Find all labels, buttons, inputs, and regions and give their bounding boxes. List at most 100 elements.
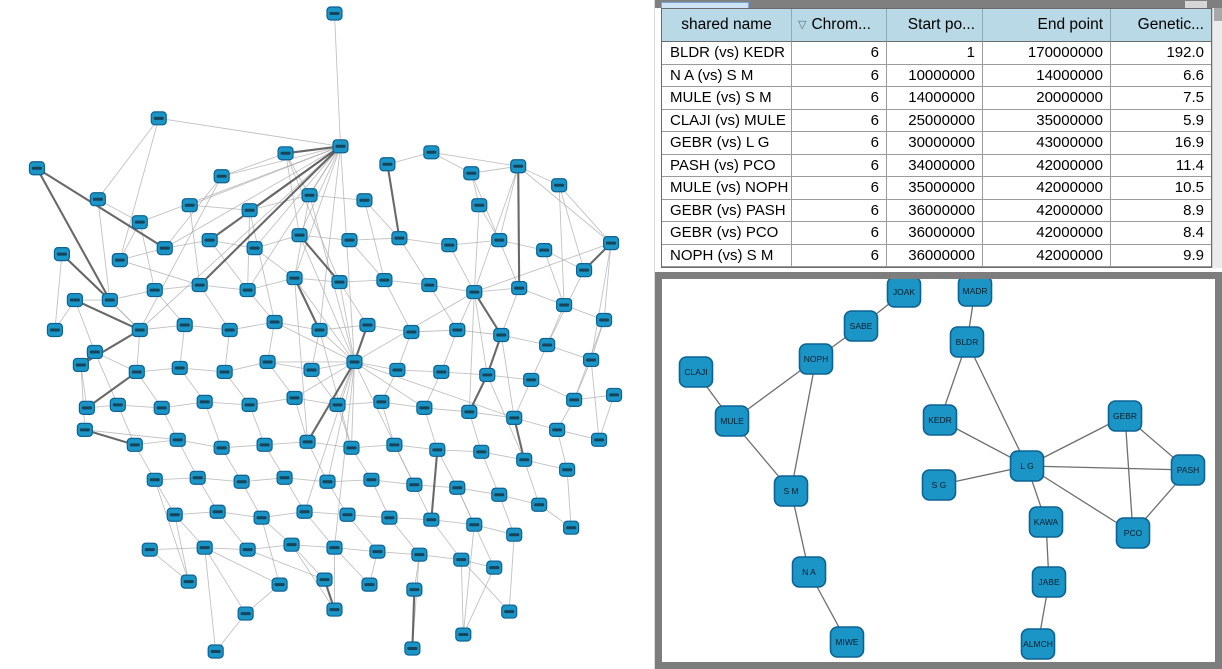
network-node[interactable]	[76, 422, 93, 437]
cell-value[interactable]: 42000000	[983, 222, 1111, 245]
network-node[interactable]	[216, 364, 233, 380]
network-node[interactable]	[166, 507, 183, 522]
network-node[interactable]	[411, 547, 428, 562]
network-node[interactable]	[523, 372, 540, 388]
network-node[interactable]	[277, 146, 294, 161]
network-node[interactable]	[429, 442, 446, 457]
network-node[interactable]	[453, 552, 470, 567]
network-node[interactable]	[466, 517, 483, 532]
network-node[interactable]	[126, 437, 143, 452]
network-node[interactable]	[213, 440, 230, 455]
network-node[interactable]	[213, 169, 230, 184]
cell-shared-name[interactable]: GEBR (vs) L G	[662, 132, 792, 155]
network-node[interactable]	[373, 394, 390, 409]
node-LG[interactable]: L G	[1009, 450, 1045, 482]
node-NA[interactable]: N A	[791, 556, 827, 588]
network-node[interactable]	[331, 274, 348, 290]
cell-value[interactable]: 8.4	[1111, 222, 1211, 245]
node-PCO[interactable]: PCO	[1115, 517, 1151, 549]
network-node[interactable]	[341, 233, 358, 248]
network-node[interactable]	[566, 392, 583, 407]
network-node[interactable]	[319, 474, 336, 489]
network-node[interactable]	[128, 364, 145, 380]
scrollbar-thumb[interactable]	[1214, 8, 1222, 21]
table-row[interactable]: GEBR (vs) PASH 6 36000000 42000000 8.9	[662, 199, 1211, 222]
network-node[interactable]	[326, 602, 343, 617]
cell-value[interactable]: 8.9	[1111, 199, 1211, 222]
cell-value[interactable]: 42000000	[983, 199, 1111, 222]
network-node[interactable]	[301, 188, 318, 203]
network-node[interactable]	[326, 6, 343, 21]
cell-value[interactable]: 14000000	[887, 87, 983, 110]
network-node[interactable]	[209, 504, 226, 519]
network-node[interactable]	[386, 437, 403, 452]
network-node[interactable]	[253, 510, 270, 525]
network-node[interactable]	[449, 480, 466, 495]
network-node[interactable]	[376, 272, 393, 288]
network-node[interactable]	[156, 241, 173, 256]
table-row[interactable]: MULE (vs) NOPH 6 35000000 42000000 10.5	[662, 177, 1211, 200]
network-node[interactable]	[406, 477, 423, 492]
network-node[interactable]	[536, 243, 553, 258]
network-node[interactable]	[466, 284, 483, 300]
node-SM[interactable]: S M	[773, 475, 809, 507]
clipped-table-row[interactable]	[661, 2, 749, 8]
node-NOPH[interactable]: NOPH	[798, 343, 834, 375]
network-node[interactable]	[493, 327, 510, 343]
network-node[interactable]	[455, 627, 472, 642]
network-node[interactable]	[343, 440, 360, 455]
network-node[interactable]	[590, 432, 608, 447]
cell-value[interactable]: 16.9	[1111, 132, 1211, 155]
network-node[interactable]	[299, 434, 316, 449]
network-node[interactable]	[153, 400, 170, 415]
network-node[interactable]	[303, 362, 320, 378]
cell-value[interactable]: 35000000	[887, 177, 983, 200]
network-node[interactable]	[146, 282, 163, 298]
network-node[interactable]	[256, 437, 273, 452]
network-node[interactable]	[196, 394, 213, 409]
network-node[interactable]	[511, 280, 528, 296]
node-JOAK[interactable]: JOAK	[886, 279, 922, 308]
network-node[interactable]	[403, 324, 420, 340]
network-node[interactable]	[433, 364, 450, 380]
cell-value[interactable]: 34000000	[887, 154, 983, 177]
cell-value[interactable]: 35000000	[983, 109, 1111, 132]
network-node[interactable]	[421, 277, 438, 293]
node-ALMCH[interactable]: ALMCH	[1020, 628, 1056, 660]
network-node[interactable]	[241, 203, 258, 218]
network-node[interactable]	[595, 312, 613, 328]
network-node[interactable]	[296, 504, 313, 519]
network-node[interactable]	[239, 542, 256, 557]
cell-value[interactable]: 36000000	[887, 222, 983, 245]
network-node[interactable]	[201, 233, 218, 248]
network-node[interactable]	[259, 354, 276, 370]
network-node[interactable]	[196, 540, 213, 555]
cell-value[interactable]: 14000000	[983, 64, 1111, 87]
node-SG[interactable]: S G	[921, 469, 957, 501]
cell-value[interactable]: 10.5	[1111, 177, 1211, 200]
network-node[interactable]	[329, 397, 346, 412]
cell-value[interactable]: 6	[792, 42, 887, 65]
cell-shared-name[interactable]: MULE (vs) S M	[662, 87, 792, 110]
cell-shared-name[interactable]: GEBR (vs) PASH	[662, 199, 792, 222]
network-node[interactable]	[539, 337, 556, 353]
network-node[interactable]	[531, 497, 548, 512]
cell-shared-name[interactable]: N A (vs) S M	[662, 64, 792, 87]
network-node[interactable]	[111, 253, 128, 268]
network-node[interactable]	[86, 344, 103, 360]
table-row[interactable]: MULE (vs) S M 6 14000000 20000000 7.5	[662, 87, 1211, 110]
network-node[interactable]	[109, 397, 126, 412]
network-node[interactable]	[239, 282, 256, 298]
cell-value[interactable]: 6	[792, 177, 887, 200]
node-MIWE[interactable]: MIWE	[829, 626, 865, 658]
node-MADR[interactable]: MADR	[957, 279, 993, 307]
network-node[interactable]	[406, 582, 423, 597]
cell-value[interactable]: 192.0	[1111, 42, 1211, 65]
network-node[interactable]	[171, 360, 188, 376]
network-node[interactable]	[286, 270, 303, 286]
column-header-start-po[interactable]: Start po...	[887, 9, 983, 42]
cell-value[interactable]: 6	[792, 199, 887, 222]
network-node[interactable]	[556, 297, 573, 313]
network-node[interactable]	[423, 512, 440, 527]
column-header-chrom[interactable]: ▽ Chrom...	[792, 9, 887, 42]
